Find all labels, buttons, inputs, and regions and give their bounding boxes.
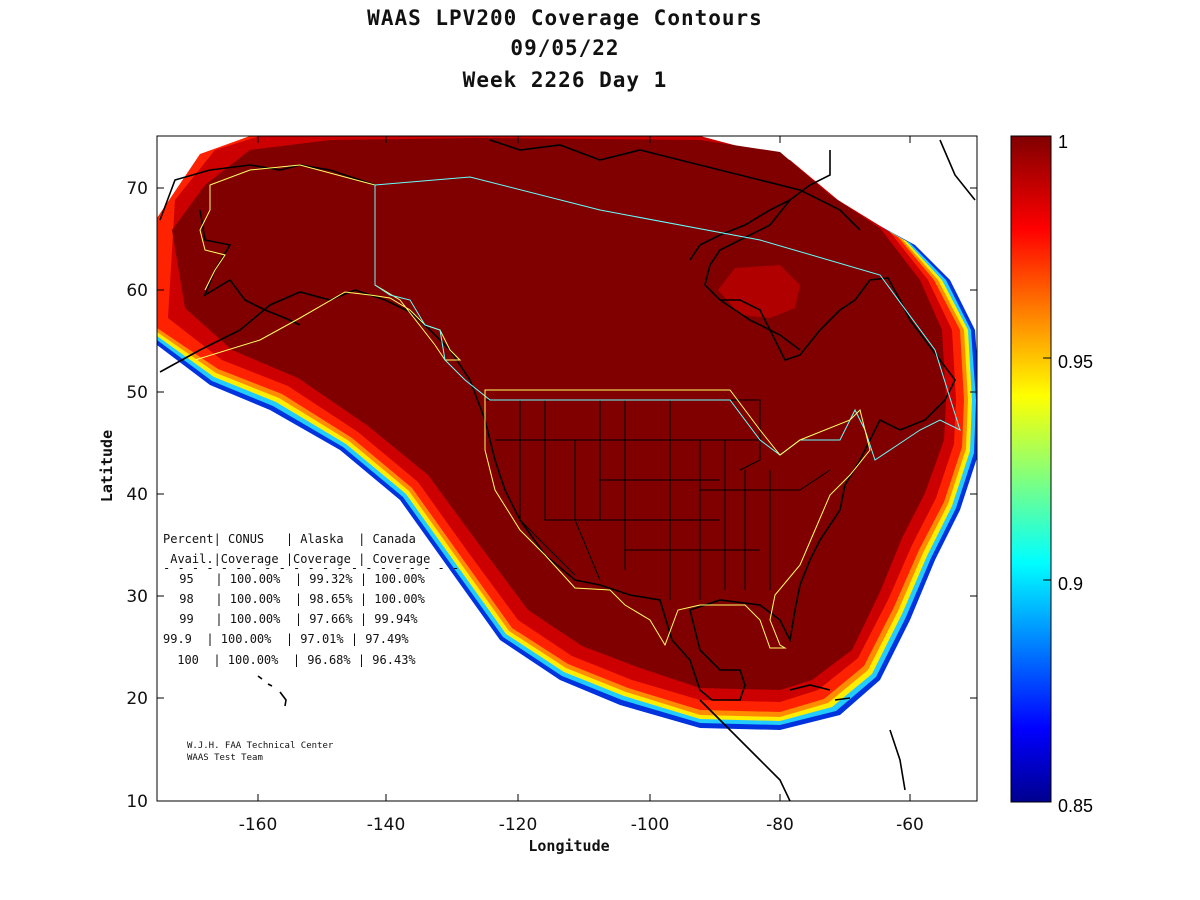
x-tick-label: -120 [499, 815, 538, 835]
credit-line-1: W.J.H. FAA Technical Center [187, 741, 334, 751]
coastline-alaska-west [159, 164, 376, 326]
colorbar-ticks [1043, 357, 1051, 581]
table-row: 95 | 100.00% | 99.32% | 100.00% [172, 572, 426, 586]
y-tick-label: 70 [126, 179, 148, 199]
coastline-caribbean [789, 684, 906, 791]
coastline-hawaii [257, 675, 287, 707]
y-tick-label: 50 [126, 383, 148, 403]
coastline-arctic-islands [489, 139, 976, 231]
x-tick-label: -60 [896, 815, 924, 835]
y-tick-label: 10 [126, 792, 148, 812]
coastlines [159, 139, 976, 801]
table-divider: - - - - - - - - - - - - - - - - - - - - … [163, 561, 459, 575]
colorbar [1010, 135, 1052, 803]
contour-patch-quebec [718, 265, 800, 318]
x-axis-label: Longitude [528, 837, 609, 855]
colorbar-tick-label: 0.95 [1058, 352, 1093, 372]
table-row: 98 | 100.00% | 98.65% | 100.00% [172, 592, 426, 606]
colorbar-tick-label: 0.9 [1058, 574, 1083, 594]
table-header-2: Avail.|Coverage |Coverage | Coverage [163, 552, 430, 566]
plot-frame [156, 135, 978, 802]
colorbar-tick-label: 0.85 [1058, 796, 1093, 816]
conus-coverage-boundary [484, 389, 871, 649]
credit-line-2: WAAS Test Team [187, 753, 263, 763]
table-row: 100 | 100.00% | 96.68% | 96.43% [170, 653, 416, 667]
y-tick-label: 60 [126, 281, 148, 301]
tick-marks [157, 136, 977, 801]
chart-title-date: 09/05/22 [510, 36, 620, 60]
table-row: 99 | 100.00% | 97.66% | 99.94% [172, 612, 418, 626]
coastline-central-america [699, 699, 791, 801]
x-tick-label: -80 [766, 815, 794, 835]
x-tick-label: -100 [631, 815, 670, 835]
y-axis-label: Latitude [98, 430, 116, 502]
colorbar-tick-label: 1 [1058, 132, 1068, 152]
y-tick-label: 20 [126, 689, 148, 709]
x-tick-label: -160 [239, 815, 278, 835]
table-header-1: Percent| CONUS | Alaska | Canada [163, 532, 416, 546]
y-tick-label: 30 [126, 587, 148, 607]
coverage-table: Percent| CONUS | Alaska | Canada Avail.|… [163, 532, 459, 667]
y-tick-label: 40 [126, 485, 148, 505]
x-tick-label: -140 [367, 815, 406, 835]
chart-title-line1: WAAS LPV200 Coverage Contours [367, 6, 763, 30]
table-row: 99.9 | 100.00% | 97.01% | 97.49% [163, 632, 409, 646]
chart-title-week: Week 2226 Day 1 [462, 68, 668, 92]
coastline-north-america [159, 150, 956, 701]
coverage-contours [157, 136, 977, 801]
coastline-hudson-bay [689, 199, 801, 351]
alaska-coverage-boundary [194, 164, 462, 361]
